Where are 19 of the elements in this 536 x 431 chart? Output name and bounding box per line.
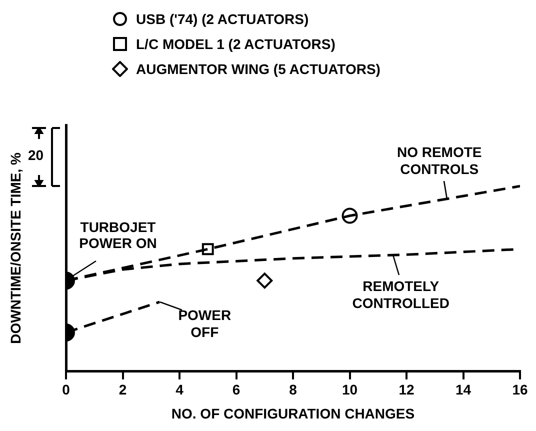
legend-label: AUGMENTOR WING (5 ACTUATORS) [136, 60, 380, 76]
x-tick-label: 16 [512, 382, 528, 398]
legend-label: USB ('74) (2 ACTUATORS) [136, 10, 309, 26]
x-tick-label: 12 [398, 382, 414, 398]
x-axis-title: NO. OF CONFIGURATION CHANGES [171, 405, 415, 422]
x-tick-label: 10 [342, 382, 358, 398]
x-tick-label: 2 [118, 382, 127, 398]
series-label: REMOTELY CONTROLLED [352, 278, 450, 312]
series-label: POWER OFF [178, 306, 232, 340]
annotation: TURBOJET POWER ON [78, 218, 158, 251]
x-tick-label: 0 [62, 382, 70, 398]
legend-label: L/C MODEL 1 (2 ACTUATORS) [136, 36, 336, 52]
text: 20 [28, 147, 44, 163]
y-axis-title: DOWNTIME/ONSITE TIME, % [7, 152, 24, 344]
x-tick-label: 6 [232, 382, 240, 398]
series-label: NO REMOTE CONTROLS [396, 144, 482, 177]
x-tick-label: 4 [176, 382, 184, 398]
x-tick-label: 8 [289, 382, 298, 398]
x-tick-label: 14 [455, 382, 472, 398]
